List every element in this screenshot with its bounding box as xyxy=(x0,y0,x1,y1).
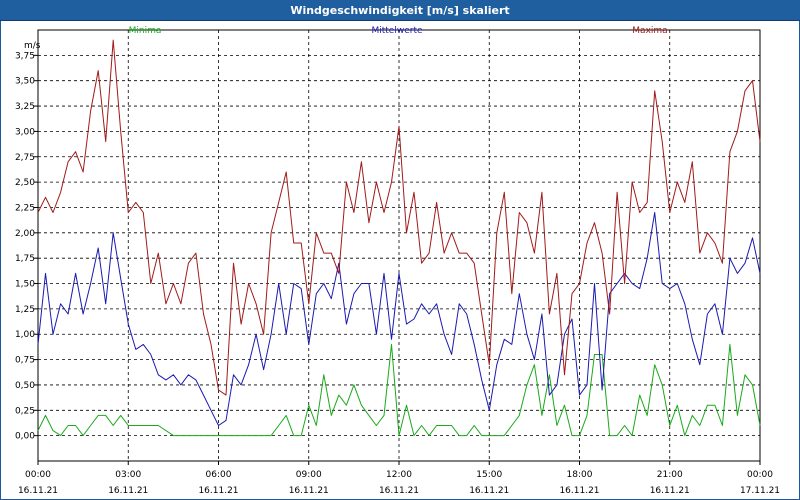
x-tick-date-label: 17.11.21 xyxy=(740,486,780,496)
legend: Minima Mittelwerte Maxima xyxy=(129,26,668,36)
x-tick-time-label: 15:00 xyxy=(476,470,502,480)
y-tick-label: 1,75 xyxy=(15,254,35,264)
x-tick-time-label: 00:00 xyxy=(25,470,51,480)
x-tick-time-label: 09:00 xyxy=(296,470,322,480)
x-tick-date-label: 16.11.21 xyxy=(108,486,148,496)
y-tick-label: 2,75 xyxy=(15,153,35,163)
x-tick-time-label: 21:00 xyxy=(657,470,683,480)
legend-label-mittelwerte: Mittelwerte xyxy=(371,26,422,36)
axes: 0,00 0,25 0,50 0,75 1,00 1,25 1,50 1,75 2,00 2,25… xyxy=(15,51,780,496)
y-axis-unit-label: m/s xyxy=(24,41,41,51)
y-tick-label: 2,00 xyxy=(15,229,35,239)
x-tick-time-label: 00:00 xyxy=(747,470,773,480)
x-tick-date-label: 16.11.21 xyxy=(650,486,690,496)
y-tick-label: 3,00 xyxy=(15,127,35,137)
series-line-maxima xyxy=(37,39,761,396)
x-tick-time-label: 18:00 xyxy=(567,470,593,480)
x-tick-date-label: 16.11.21 xyxy=(289,486,329,496)
series-line-minima xyxy=(37,343,761,437)
y-tick-label: 0,75 xyxy=(15,356,35,366)
x-tick-date-label: 16.11.21 xyxy=(379,486,419,496)
chart-title: Windgeschwindigkeit [m/s] skaliert xyxy=(0,0,800,21)
y-tick-label: 1,50 xyxy=(15,280,35,290)
y-tick-label: 1,00 xyxy=(15,330,35,340)
y-tick-label: 0,50 xyxy=(15,381,35,391)
y-tick-label: 1,25 xyxy=(15,305,35,315)
y-tick-label: 2,50 xyxy=(15,178,35,188)
x-tick-date-label: 16.11.21 xyxy=(559,486,599,496)
y-tick-label: 0,25 xyxy=(15,406,35,416)
legend-label-minima: Minima xyxy=(129,26,162,36)
y-tick-label: 3,50 xyxy=(15,77,35,87)
y-tick-label: 3,25 xyxy=(15,102,35,112)
x-tick-time-label: 06:00 xyxy=(206,470,232,480)
x-tick-date-label: 16.11.21 xyxy=(469,486,509,496)
legend-label-maxima: Maxima xyxy=(632,26,667,36)
series-group xyxy=(37,39,761,437)
x-tick-date-label: 16.11.21 xyxy=(18,486,58,496)
x-tick-date-label: 16.11.21 xyxy=(198,486,238,496)
y-tick-label: 3,75 xyxy=(15,51,35,61)
y-tick-label: 2,25 xyxy=(15,203,35,213)
plot-area xyxy=(37,29,761,462)
y-tick-label: 0,00 xyxy=(15,432,35,442)
x-tick-time-label: 12:00 xyxy=(386,470,412,480)
series-line-mittelwerte xyxy=(37,212,761,426)
x-tick-time-label: 03:00 xyxy=(115,470,141,480)
